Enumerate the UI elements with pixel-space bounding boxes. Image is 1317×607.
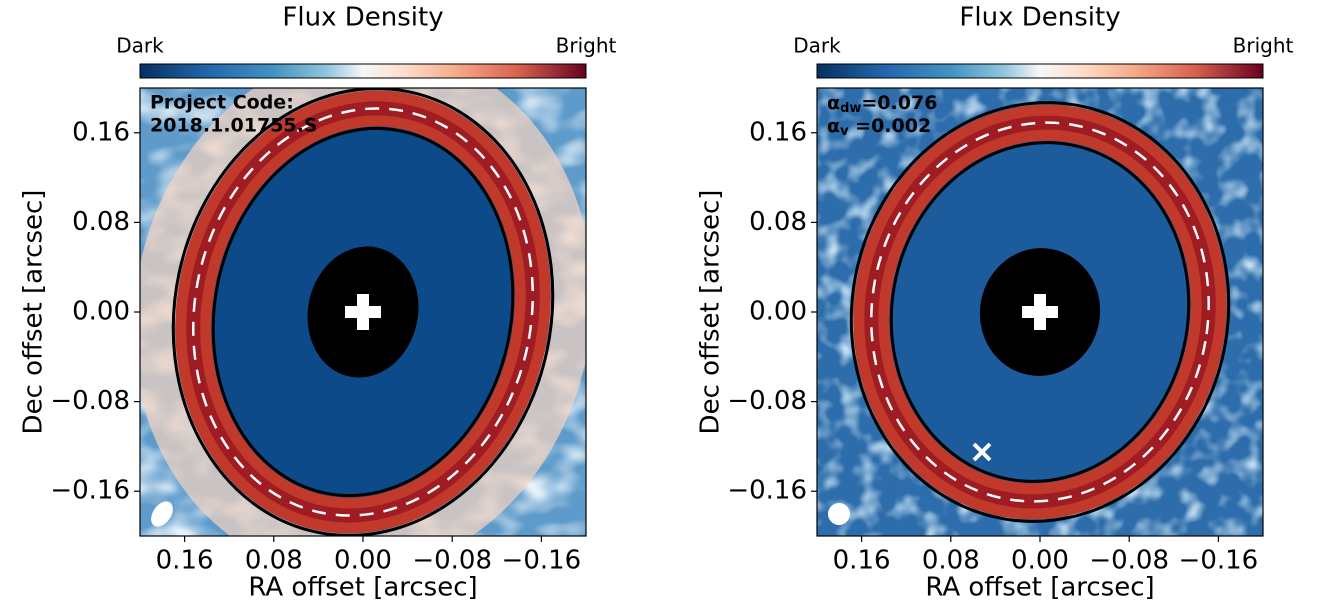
beam (151, 501, 173, 527)
colorbar-label: Bright (1233, 34, 1294, 58)
colorbar-label: Dark (116, 34, 164, 58)
x-tick-label: 0.16 (156, 546, 214, 576)
x-axis-label: RA offset [arcsec] (248, 573, 477, 603)
contour-outer (171, 88, 555, 536)
y-tick-label: −0.08 (727, 386, 807, 416)
star-marker (345, 294, 381, 330)
y-tick-label: 0.00 (749, 297, 807, 327)
annotation-subscript: dw (840, 101, 861, 116)
x-tick-label: 0.08 (922, 546, 980, 576)
annotation-symbol: α (827, 115, 840, 137)
colorbar-title: Flux Density (959, 3, 1120, 33)
y-tick-label: 0.08 (72, 207, 130, 237)
x-tick-label: 0.08 (245, 546, 303, 576)
star-marker (1022, 294, 1058, 330)
annotation-value: =0.002 (849, 115, 932, 137)
x-tick-label: 0.16 (833, 546, 891, 576)
y-tick-label: −0.16 (50, 476, 130, 506)
y-tick-label: −0.08 (50, 386, 130, 416)
y-tick-label: 0.16 (749, 117, 807, 147)
colorbar-title: Flux Density (282, 3, 443, 33)
image (817, 88, 1263, 536)
image (140, 88, 586, 536)
contour-inner (211, 126, 515, 498)
annotation: Project Code: (150, 92, 294, 114)
beam (828, 503, 850, 525)
annotation: αdw=0.076 (827, 92, 937, 116)
contour-outer (849, 101, 1231, 523)
y-tick-label: 0.00 (72, 297, 130, 327)
x-tick-label: −0.16 (502, 546, 582, 576)
colorbar (139, 63, 587, 79)
x-tick-label: 0.00 (1011, 546, 1069, 576)
y-tick-label: −0.16 (727, 476, 807, 506)
y-axis-label: Dec offset [arcsec] (696, 190, 726, 435)
x-tick-label: −0.08 (412, 546, 492, 576)
y-tick-label: 0.16 (72, 117, 130, 147)
colorbar (816, 63, 1264, 79)
annotation-symbol: α (827, 92, 840, 114)
contour-inner (889, 141, 1191, 483)
halo (140, 88, 586, 536)
colorbar-label: Dark (793, 34, 841, 58)
annotation: 2018.1.01755.S (150, 115, 318, 137)
colorbar-label: Bright (556, 34, 617, 58)
x-tick-label: 0.00 (334, 546, 392, 576)
y-tick-label: 0.08 (749, 207, 807, 237)
cross-marker (972, 442, 992, 462)
annotation-value: =0.076 (861, 92, 937, 114)
annotation-subscript: v (840, 124, 849, 139)
x-tick-label: −0.16 (1179, 546, 1259, 576)
x-tick-label: −0.08 (1089, 546, 1169, 576)
contour-dashed (191, 107, 535, 517)
x-axis-label: RA offset [arcsec] (925, 573, 1154, 603)
y-axis-label: Dec offset [arcsec] (19, 190, 49, 435)
annotation: αv =0.002 (827, 115, 931, 139)
